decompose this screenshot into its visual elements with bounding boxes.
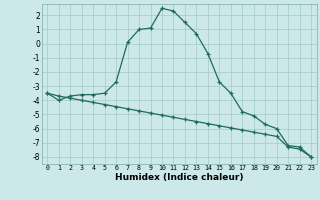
X-axis label: Humidex (Indice chaleur): Humidex (Indice chaleur) xyxy=(115,173,244,182)
